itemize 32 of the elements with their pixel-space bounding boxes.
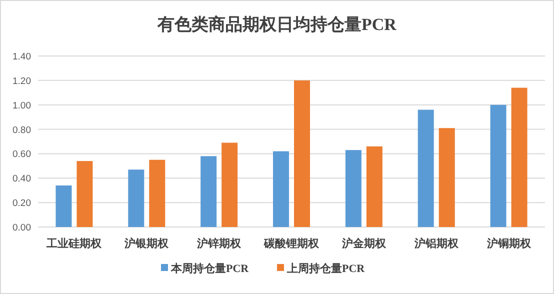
bar [222,142,238,227]
bar [273,151,289,227]
y-tick-label: 0.00 [12,222,31,234]
bar [76,161,93,227]
x-tick-label: 沪金期权 [340,237,387,250]
y-tick-label: 1.00 [12,100,31,112]
y-tick-label: 0.60 [12,149,31,160]
bar [128,170,144,227]
legend-label: 上周持仓量PCR [286,262,366,275]
chart-title: 有色类商品期权日均持仓量PCR [156,15,398,34]
x-tick-label: 沪银期权 [124,237,170,250]
bar [56,185,72,227]
bar [345,150,362,227]
bar [366,146,382,227]
y-tick-label: 1.40 [12,52,31,62]
legend-label: 本周持仓量PCR [170,262,250,275]
bar [149,160,166,227]
bar [511,88,528,227]
bar [490,104,506,227]
y-tick-label: 0.40 [12,174,31,185]
bar [438,128,455,227]
bar [294,80,310,227]
x-tick-label: 沪锌期权 [196,237,242,250]
x-tick-label: 沪铜期权 [486,237,532,250]
bar [418,110,434,227]
y-tick-label: 1.20 [12,76,31,87]
bar [200,156,217,227]
y-tick-label: 0.20 [12,198,31,210]
x-tick-label: 沪铝期权 [413,237,460,250]
y-tick-label: 0.80 [12,124,31,136]
x-tick-label: 工业硅期权 [46,237,103,250]
x-tick-label: 碳酸锂期权 [263,237,320,250]
